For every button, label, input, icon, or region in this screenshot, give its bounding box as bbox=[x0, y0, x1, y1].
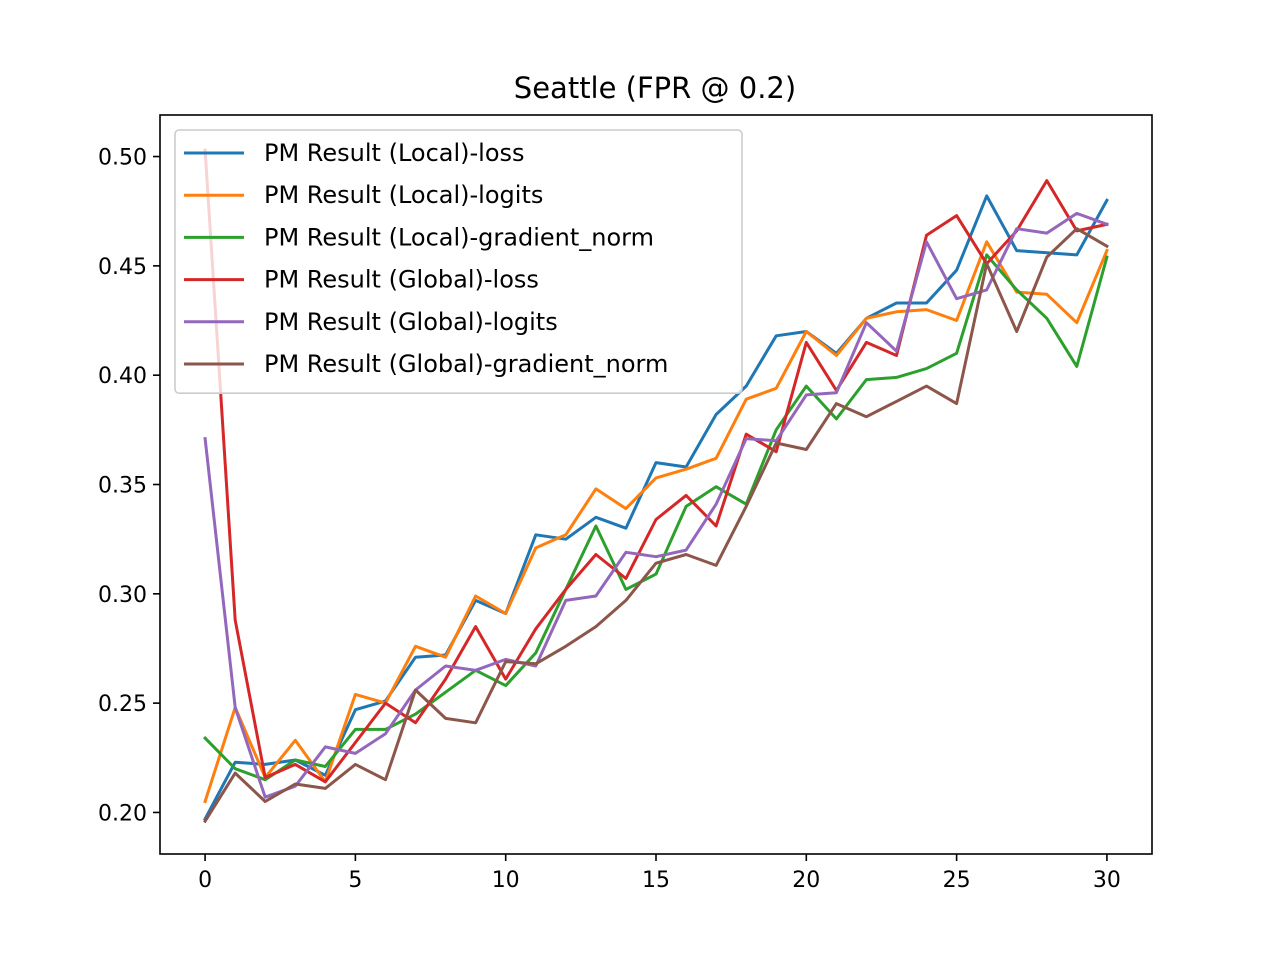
legend: PM Result (Local)-loss PM Result (Local)-… bbox=[174, 129, 743, 395]
y-axis: 0.20 0.25 0.30 0.35 0.40 0.45 0.50 bbox=[98, 146, 160, 826]
y-tick-label: 0.45 bbox=[98, 255, 147, 280]
legend-label: PM Result (Global)-gradient_norm bbox=[264, 350, 668, 378]
x-tick-label: 5 bbox=[348, 868, 362, 893]
x-tick-label: 15 bbox=[642, 868, 670, 893]
y-tick-label: 0.35 bbox=[98, 474, 147, 499]
series-line-4 bbox=[203, 148, 1109, 784]
x-tick-label: 10 bbox=[492, 868, 520, 893]
series-line-2 bbox=[203, 240, 1109, 804]
y-tick-label: 0.40 bbox=[98, 364, 147, 389]
x-tick-label: 0 bbox=[198, 868, 212, 893]
series-line-1 bbox=[203, 194, 1109, 822]
legend-box bbox=[174, 129, 743, 395]
series-line-6 bbox=[203, 227, 1109, 824]
chart-title: Seattle (FPR @ 0.2) bbox=[514, 71, 796, 105]
y-tick-label: 0.30 bbox=[98, 583, 147, 608]
legend-label: PM Result (Global)-loss bbox=[264, 266, 539, 294]
plot-area bbox=[202, 148, 1109, 824]
legend-label: PM Result (Global)-logits bbox=[264, 308, 558, 336]
series-line-3 bbox=[202, 253, 1109, 782]
y-tick-label: 0.25 bbox=[98, 692, 147, 717]
y-tick-label: 0.20 bbox=[98, 801, 147, 826]
series-line-5 bbox=[203, 211, 1109, 799]
x-tick-label: 25 bbox=[943, 868, 971, 893]
y-tick-label: 0.50 bbox=[98, 146, 147, 171]
x-tick-label: 30 bbox=[1093, 868, 1121, 893]
legend-label: PM Result (Local)-loss bbox=[264, 139, 525, 167]
x-tick-label: 20 bbox=[792, 868, 820, 893]
x-axis: 0 5 10 15 20 25 30 bbox=[198, 854, 1121, 893]
legend-label: PM Result (Local)-gradient_norm bbox=[264, 223, 654, 251]
legend-label: PM Result (Local)-logits bbox=[264, 181, 543, 209]
